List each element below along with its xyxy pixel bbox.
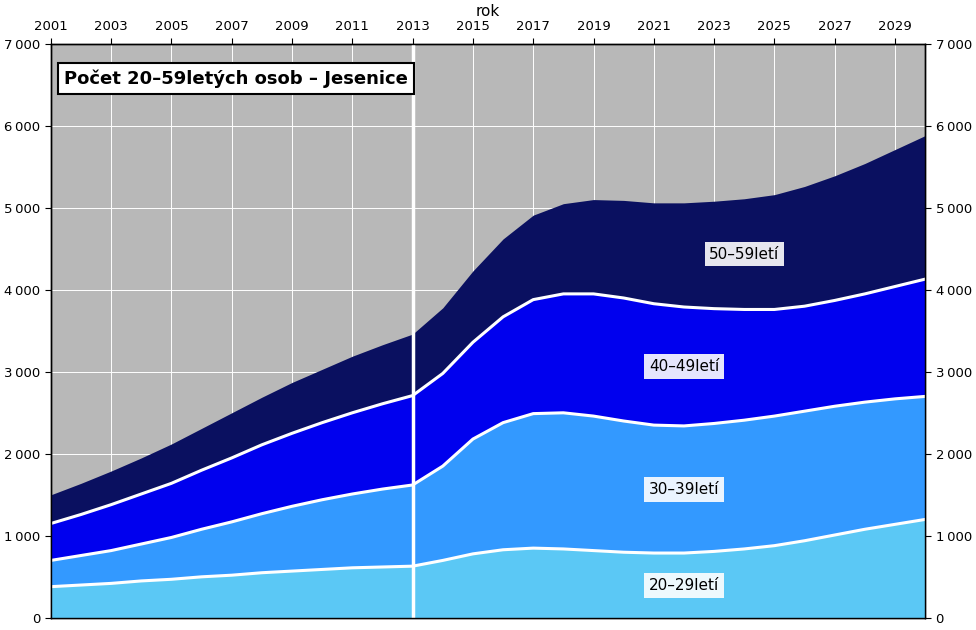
Text: 40–49letí: 40–49letí [649, 359, 719, 374]
Text: Počet 20–59letých osob – Jesenice: Počet 20–59letých osob – Jesenice [64, 69, 408, 88]
X-axis label: rok: rok [476, 4, 500, 19]
Text: 30–39letí: 30–39letí [649, 482, 719, 497]
Text: 20–29letí: 20–29letí [649, 578, 719, 593]
Text: 50–59letí: 50–59letí [710, 246, 780, 261]
